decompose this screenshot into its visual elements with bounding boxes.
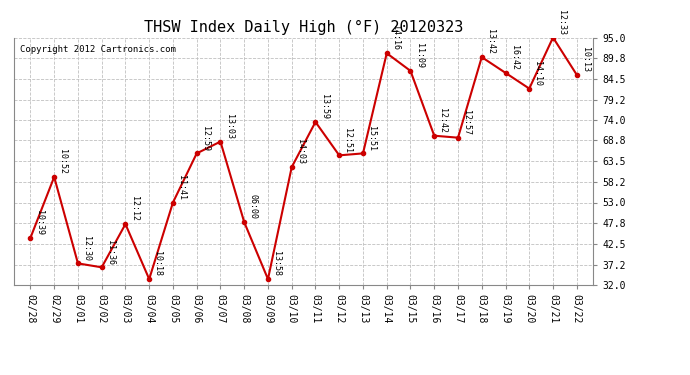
Text: 12:30: 12:30 [82,236,91,261]
Text: 10:18: 10:18 [153,251,162,276]
Text: 12:33: 12:33 [558,10,566,35]
Text: 16:42: 16:42 [510,45,519,70]
Text: 13:58: 13:58 [272,251,281,276]
Text: 13:59: 13:59 [319,94,328,119]
Text: 10:13: 10:13 [581,47,590,72]
Text: 11:41: 11:41 [177,175,186,200]
Text: Copyright 2012 Cartronics.com: Copyright 2012 Cartronics.com [19,45,175,54]
Text: 11:36: 11:36 [106,240,115,264]
Text: 12:57: 12:57 [462,110,471,135]
Text: 14:10: 14:10 [533,61,542,86]
Text: 10:39: 10:39 [34,210,43,235]
Text: 06:00: 06:00 [248,194,257,219]
Text: 14:03: 14:03 [296,140,305,164]
Title: THSW Index Daily High (°F) 20120323: THSW Index Daily High (°F) 20120323 [144,20,463,35]
Text: 12:51: 12:51 [344,128,353,153]
Text: 10:52: 10:52 [59,149,68,174]
Text: 11:09: 11:09 [415,43,424,68]
Text: 15:51: 15:51 [367,126,376,151]
Text: 12:59: 12:59 [201,126,210,151]
Text: 13:42: 13:42 [486,29,495,54]
Text: 13:03: 13:03 [225,114,234,139]
Text: 14:16: 14:16 [391,26,400,50]
Text: 12:12: 12:12 [130,196,139,221]
Text: 12:42: 12:42 [438,108,447,133]
